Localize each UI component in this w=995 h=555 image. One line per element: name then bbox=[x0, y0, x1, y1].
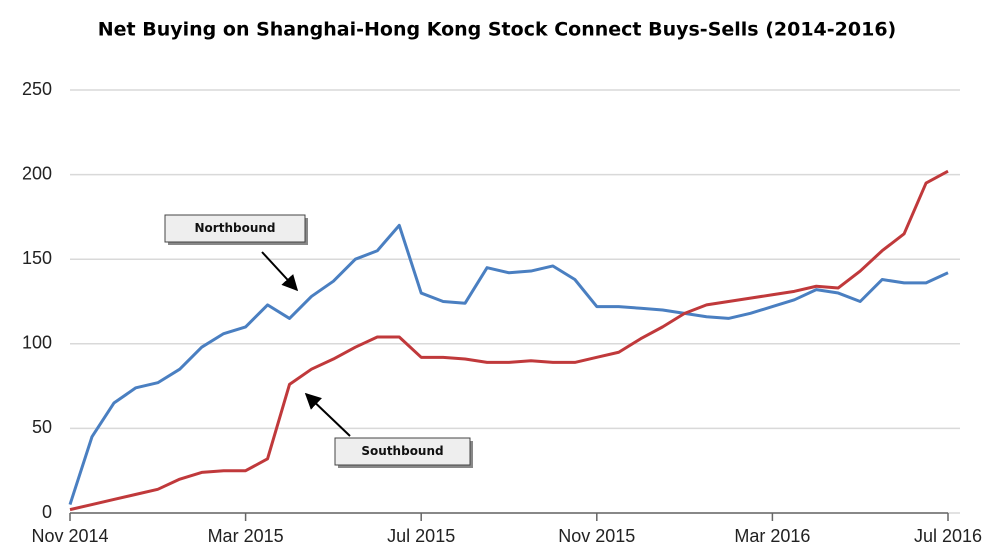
chart-title: Net Buying on Shanghai-Hong Kong Stock C… bbox=[98, 19, 896, 41]
x-tick-label: Mar 2015 bbox=[208, 526, 284, 546]
y-tick-label: 150 bbox=[22, 248, 52, 268]
x-tick-label: Nov 2014 bbox=[31, 526, 108, 546]
x-tick-label: Mar 2016 bbox=[734, 526, 810, 546]
y-tick-label: 100 bbox=[22, 333, 52, 353]
y-tick-label: 0 bbox=[42, 502, 52, 522]
y-tick-label: 50 bbox=[32, 417, 52, 437]
annotation-label: Southbound bbox=[361, 444, 443, 458]
x-tick-label: Jul 2015 bbox=[387, 526, 455, 546]
series-line bbox=[69, 169, 949, 512]
series-line bbox=[68, 223, 949, 506]
y-tick-label: 250 bbox=[22, 79, 52, 99]
x-tick-label: Jul 2016 bbox=[914, 526, 982, 546]
annotation-box bbox=[164, 214, 306, 243]
y-tick-label: 200 bbox=[22, 163, 52, 183]
annotation-arrow bbox=[304, 392, 351, 437]
x-tick-label: Nov 2015 bbox=[558, 526, 635, 546]
annotation-label: Northbound bbox=[195, 221, 276, 235]
annotation-arrow bbox=[261, 251, 299, 292]
annotation-box bbox=[334, 437, 471, 466]
